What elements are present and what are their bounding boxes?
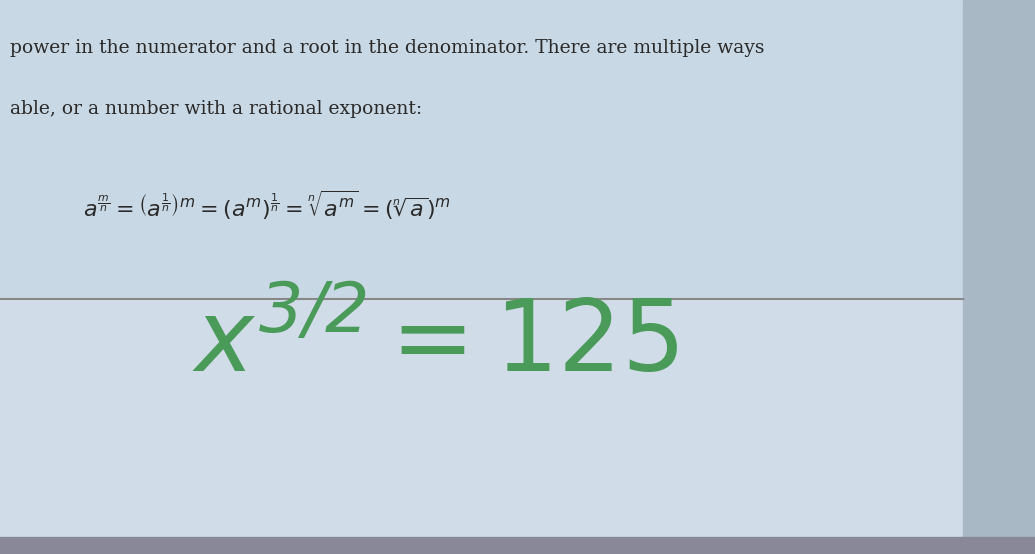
Text: $a^{\frac{m}{n}} = \left(a^{\frac{1}{n}}\right)^m = (a^m)^{\frac{1}{n}} = \sqrt[: $a^{\frac{m}{n}} = \left(a^{\frac{1}{n}}… [83,188,451,222]
Text: $x^{\mathregular{3/2}} = 125$: $x^{\mathregular{3/2}} = 125$ [191,295,678,392]
Bar [963,0,1035,554]
Text: able, or a number with a rational exponent:: able, or a number with a rational expone… [10,100,422,117]
Bar [0,537,1035,554]
Bar [0,0,1035,299]
Text: power in the numerator and a root in the denominator. There are multiple ways: power in the numerator and a root in the… [10,39,765,57]
Bar [0,299,1035,554]
